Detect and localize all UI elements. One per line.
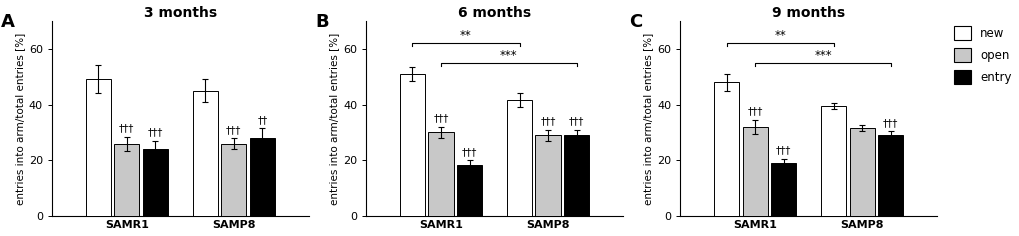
Y-axis label: entries into arm/total entries [%]: entries into arm/total entries [%] [328,32,338,205]
Y-axis label: entries into arm/total entries [%]: entries into arm/total entries [%] [643,32,652,205]
Text: †††: ††† [148,127,163,138]
Bar [742,127,767,216]
Bar [399,74,425,216]
Text: †††: ††† [226,125,242,135]
Title: 6 months: 6 months [458,6,531,20]
Bar [564,135,589,216]
Bar [250,138,275,216]
Text: †††: ††† [882,118,898,128]
Text: †††: ††† [775,146,791,156]
Text: A: A [1,13,14,31]
Bar [193,91,218,216]
Text: C: C [629,13,642,31]
Bar [535,135,560,216]
Text: ***: *** [499,49,517,62]
Bar [86,79,111,216]
Bar [428,132,453,216]
Text: **: ** [460,29,472,42]
Bar [820,106,846,216]
Bar [457,164,482,216]
Bar [877,135,903,216]
Text: †††: ††† [462,147,477,157]
Bar [143,149,168,216]
Text: †††: ††† [119,123,135,133]
Bar [770,163,796,216]
Bar [849,128,874,216]
Legend: new, open, entry: new, open, entry [950,23,1014,88]
Text: †††: ††† [433,114,448,123]
Text: †††: ††† [747,106,762,117]
Text: **: ** [773,29,786,42]
Bar [221,144,247,216]
Bar [506,100,532,216]
Title: 3 months: 3 months [144,6,217,20]
Y-axis label: entries into arm/total entries [%]: entries into arm/total entries [%] [14,32,24,205]
Bar [713,82,739,216]
Text: B: B [315,13,328,31]
Text: ***: *** [813,49,830,62]
Title: 9 months: 9 months [771,6,845,20]
Bar [114,144,140,216]
Text: ††: †† [257,115,267,125]
Text: †††: ††† [569,116,584,126]
Text: †††: ††† [540,116,555,126]
